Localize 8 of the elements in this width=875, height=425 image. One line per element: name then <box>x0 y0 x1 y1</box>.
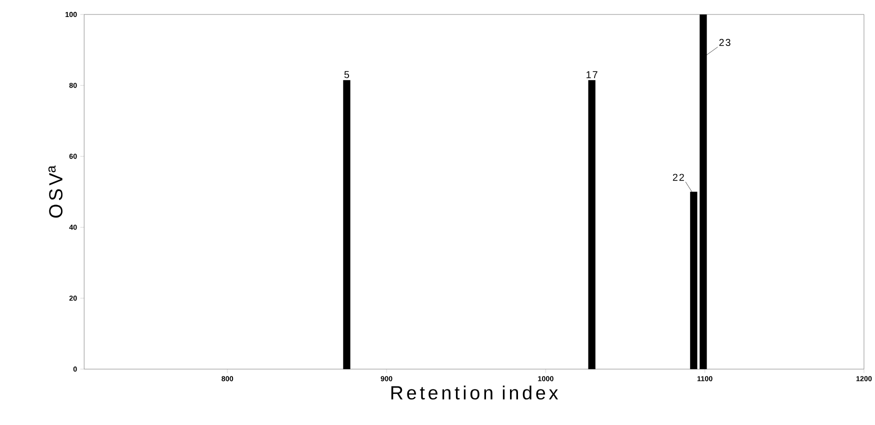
bar <box>588 80 596 369</box>
annotation: 5 <box>344 71 350 78</box>
annotation: 17 <box>586 71 598 78</box>
y-axis-title: OSV$^{a}$ <box>48 165 63 218</box>
annotation: 22 <box>672 174 684 181</box>
annotation: 23 <box>719 38 730 46</box>
x-axis-title: Retention index <box>391 386 558 400</box>
bar <box>343 80 350 369</box>
